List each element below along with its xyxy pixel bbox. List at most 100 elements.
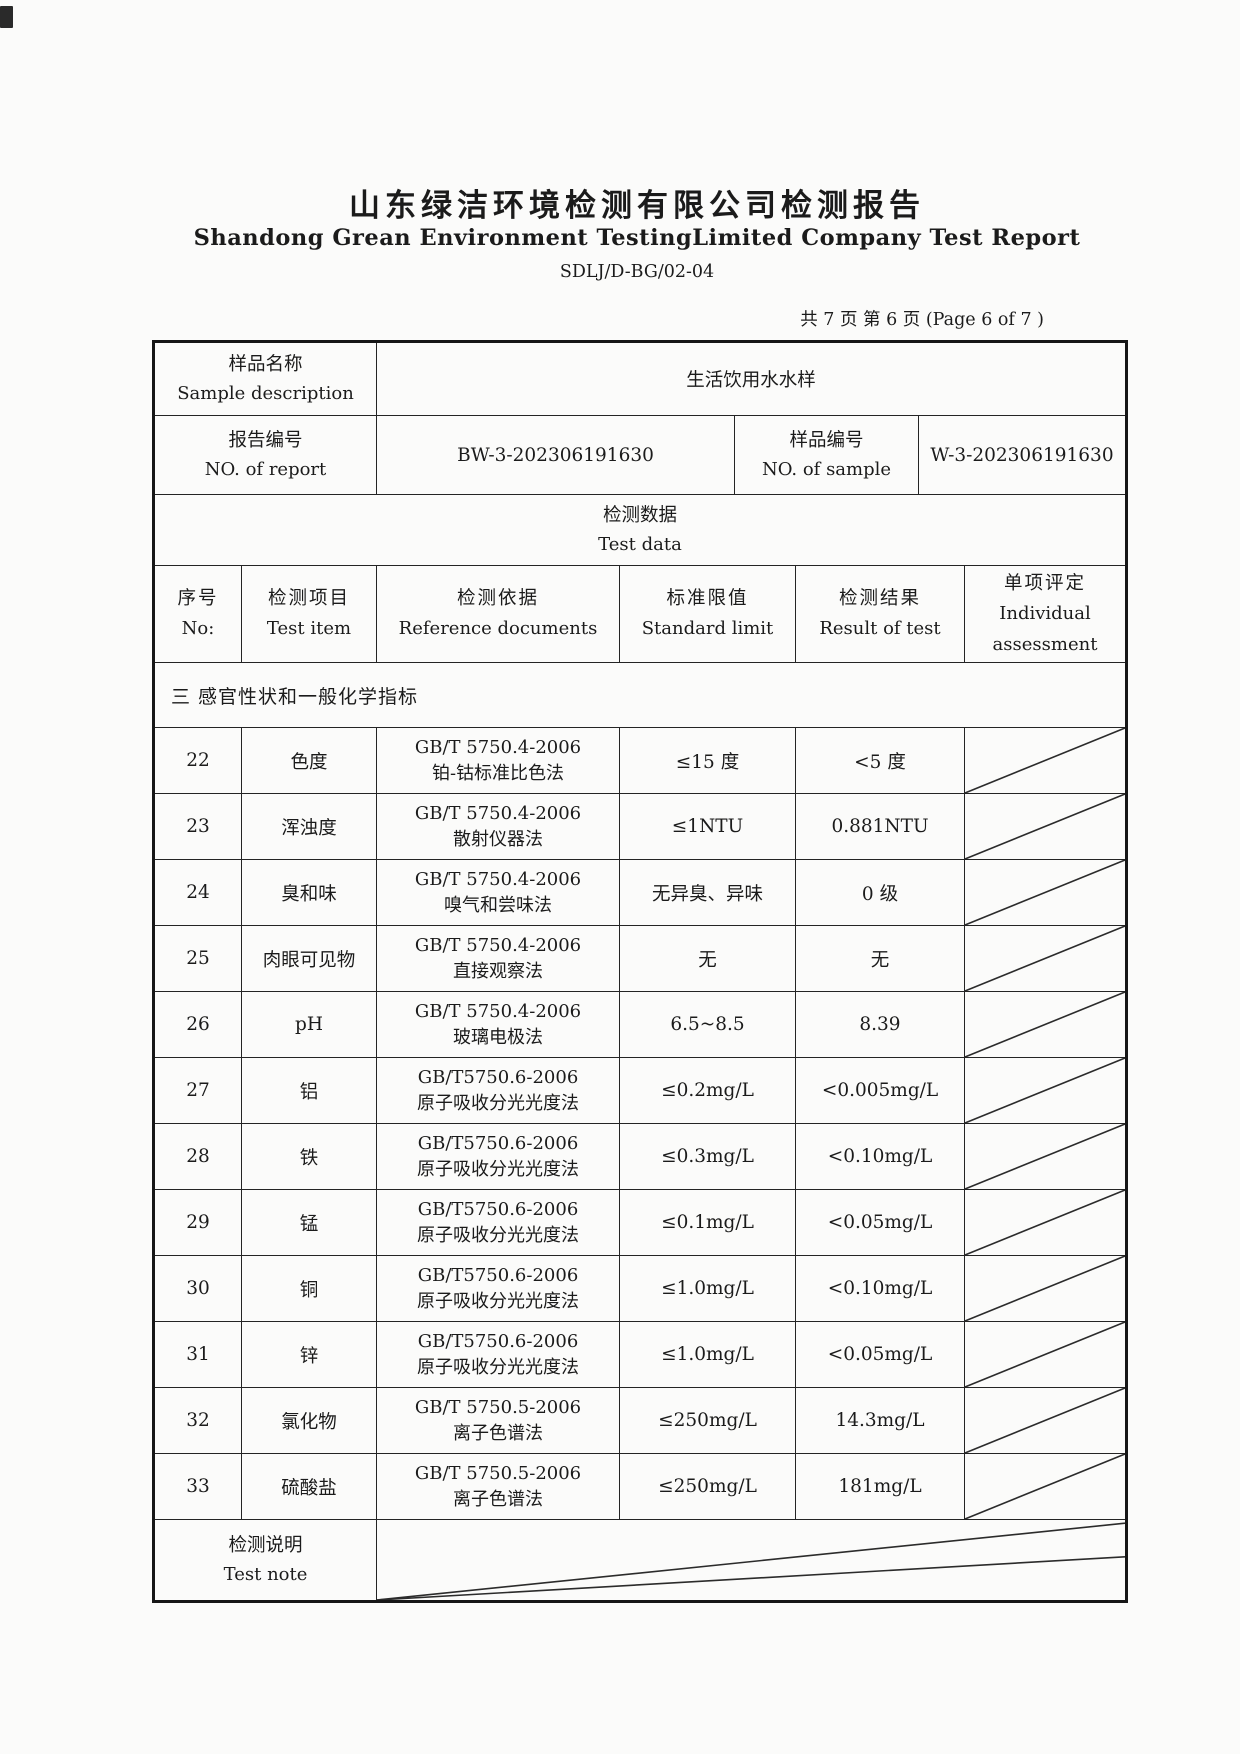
row-result: <0.005mg/L [795,1058,964,1123]
sample-description-label-cn: 样品名称 [228,354,303,376]
row-result-text: <0.005mg/L [821,1080,939,1101]
table-row: 33 硫酸盐 GB/T 5750.5-2006 离子色谱法 ≤250mg/L 1… [155,1453,1125,1519]
row-reference-method: 原子吸收分光光度法 [417,1092,579,1114]
table-row: 22 色度 GB/T 5750.4-2006 铂-钴标准比色法 ≤15 度 <5… [155,727,1125,793]
col-no-cn: 序号 [177,587,219,609]
col-assess-en2: assessment [992,633,1098,655]
row-reference-method: 离子色谱法 [453,1488,543,1510]
row-result-text: 8.39 [859,1014,901,1035]
row-test-item: 肉眼可见物 [241,926,376,991]
row-test-item: 铜 [241,1256,376,1321]
row-no-text: 32 [186,1410,210,1431]
row-result-text: <0.05mg/L [827,1212,933,1233]
row-test-item: 氯化物 [241,1388,376,1453]
row-no-text: 29 [186,1212,210,1233]
diagonal-slash-icon [965,1190,1125,1255]
row-reference-method: 原子吸收分光光度法 [417,1290,579,1312]
row-item-text: 臭和味 [281,883,337,905]
row-standard-limit: ≤250mg/L [619,1454,795,1519]
report-number-row: 报告编号 NO. of report BW-3-202306191630 样品编… [155,415,1125,494]
page-indicator: 共 7 页 第 6 页 (Page 6 of 7 ) [800,310,1044,330]
row-result: 8.39 [795,992,964,1057]
row-no-text: 26 [186,1014,210,1035]
row-reference: GB/T 5750.4-2006 铂-钴标准比色法 [376,728,619,793]
row-result: 181mg/L [795,1454,964,1519]
table-row: 30 铜 GB/T5750.6-2006 原子吸收分光光度法 ≤1.0mg/L … [155,1255,1125,1321]
diagonal-slash-icon [965,992,1125,1057]
row-no: 25 [155,926,241,991]
col-header-item: 检测项目 Test item [241,566,376,662]
diagonal-slash-icon [965,1388,1125,1453]
report-no-label-cn: 报告编号 [228,430,303,452]
col-header-reference: 检测依据 Reference documents [376,566,619,662]
diagonal-slash-icon [965,860,1125,925]
row-no-text: 31 [186,1344,210,1365]
report-title-cn: 山东绿洁环境检测有限公司检测报告 [349,188,925,224]
column-header-row: 序号 No: 检测项目 Test item 检测依据 Reference doc… [155,565,1125,662]
row-result: <5 度 [795,728,964,793]
row-limit-text: ≤0.1mg/L [661,1212,754,1233]
table-row: 27 铝 GB/T5750.6-2006 原子吸收分光光度法 ≤0.2mg/L … [155,1057,1125,1123]
section-heading-row: 三 感官性状和一般化学指标 [155,662,1125,727]
row-result-text: 14.3mg/L [835,1410,925,1431]
row-no: 27 [155,1058,241,1123]
test-note-label-cn: 检测说明 [228,1535,303,1557]
row-result-text: <0.10mg/L [827,1278,933,1299]
row-limit-text: ≤1.0mg/L [661,1344,754,1365]
doc-code: SDLJ/D-BG/02-04 [559,262,715,282]
sample-no-value: W-3-202306191630 [918,416,1125,494]
row-result-text: 0 级 [861,883,899,905]
report-no-label-en: NO. of report [204,458,327,480]
col-assess-en1: Individual [999,603,1091,625]
row-item-text: 铜 [299,1279,319,1301]
row-limit-text: 无 [698,949,717,971]
sample-description-value: 生活饮用水水样 [376,343,1125,415]
row-limit-text: ≤15 度 [675,751,740,773]
row-no: 33 [155,1454,241,1519]
row-test-item: 色度 [241,728,376,793]
row-assessment [964,926,1125,991]
row-reference-standard: GB/T5750.6-2006 [417,1264,579,1286]
row-limit-text: 无异臭、异味 [651,883,763,905]
row-item-text: 氯化物 [281,1411,337,1433]
row-result-text: 无 [870,949,890,971]
sample-no-text: W-3-202306191630 [930,444,1114,466]
row-limit-text: ≤0.3mg/L [661,1146,754,1167]
row-assessment [964,992,1125,1057]
row-result: <0.10mg/L [795,1124,964,1189]
row-test-item: 臭和味 [241,860,376,925]
col-header-limit: 标准限值 Standard limit [619,566,795,662]
col-ref-cn: 检测依据 [456,587,539,609]
row-standard-limit: 无 [619,926,795,991]
col-header-assessment: 单项评定 Individual assessment [964,566,1125,662]
table-row: 29 锰 GB/T5750.6-2006 原子吸收分光光度法 ≤0.1mg/L … [155,1189,1125,1255]
row-no-text: 24 [186,882,210,903]
row-assessment [964,1388,1125,1453]
row-result: <0.05mg/L [795,1322,964,1387]
row-item-text: 铁 [299,1147,319,1169]
sample-description-text: 生活饮用水水样 [686,370,816,391]
row-reference: GB/T 5750.4-2006 玻璃电极法 [376,992,619,1057]
col-assess-cn: 单项评定 [1003,572,1086,594]
report-title-en: Shandong Grean Environment TestingLimite… [193,225,1081,251]
row-no: 28 [155,1124,241,1189]
table-row: 32 氯化物 GB/T 5750.5-2006 离子色谱法 ≤250mg/L 1… [155,1387,1125,1453]
row-no: 26 [155,992,241,1057]
row-result-text: <5 度 [854,751,906,773]
row-test-item: 硫酸盐 [241,1454,376,1519]
row-assessment [964,1190,1125,1255]
table-row: 23 浑浊度 GB/T 5750.4-2006 散射仪器法 ≤1NTU 0.88… [155,793,1125,859]
data-rows: 22 色度 GB/T 5750.4-2006 铂-钴标准比色法 ≤15 度 <5… [155,727,1125,1519]
row-result: <0.10mg/L [795,1256,964,1321]
table-row: 31 锌 GB/T5750.6-2006 原子吸收分光光度法 ≤1.0mg/L … [155,1321,1125,1387]
row-result: 无 [795,926,964,991]
row-item-text: pH [295,1014,323,1035]
row-reference-method: 嗅气和尝味法 [444,894,552,916]
row-standard-limit: ≤1.0mg/L [619,1256,795,1321]
col-result-cn: 检测结果 [838,587,921,609]
row-no: 30 [155,1256,241,1321]
row-item-text: 肉眼可见物 [262,949,356,971]
strikeout-wedge-icon [377,1520,1125,1600]
row-item-text: 锰 [299,1213,319,1235]
row-no-text: 22 [186,750,210,771]
